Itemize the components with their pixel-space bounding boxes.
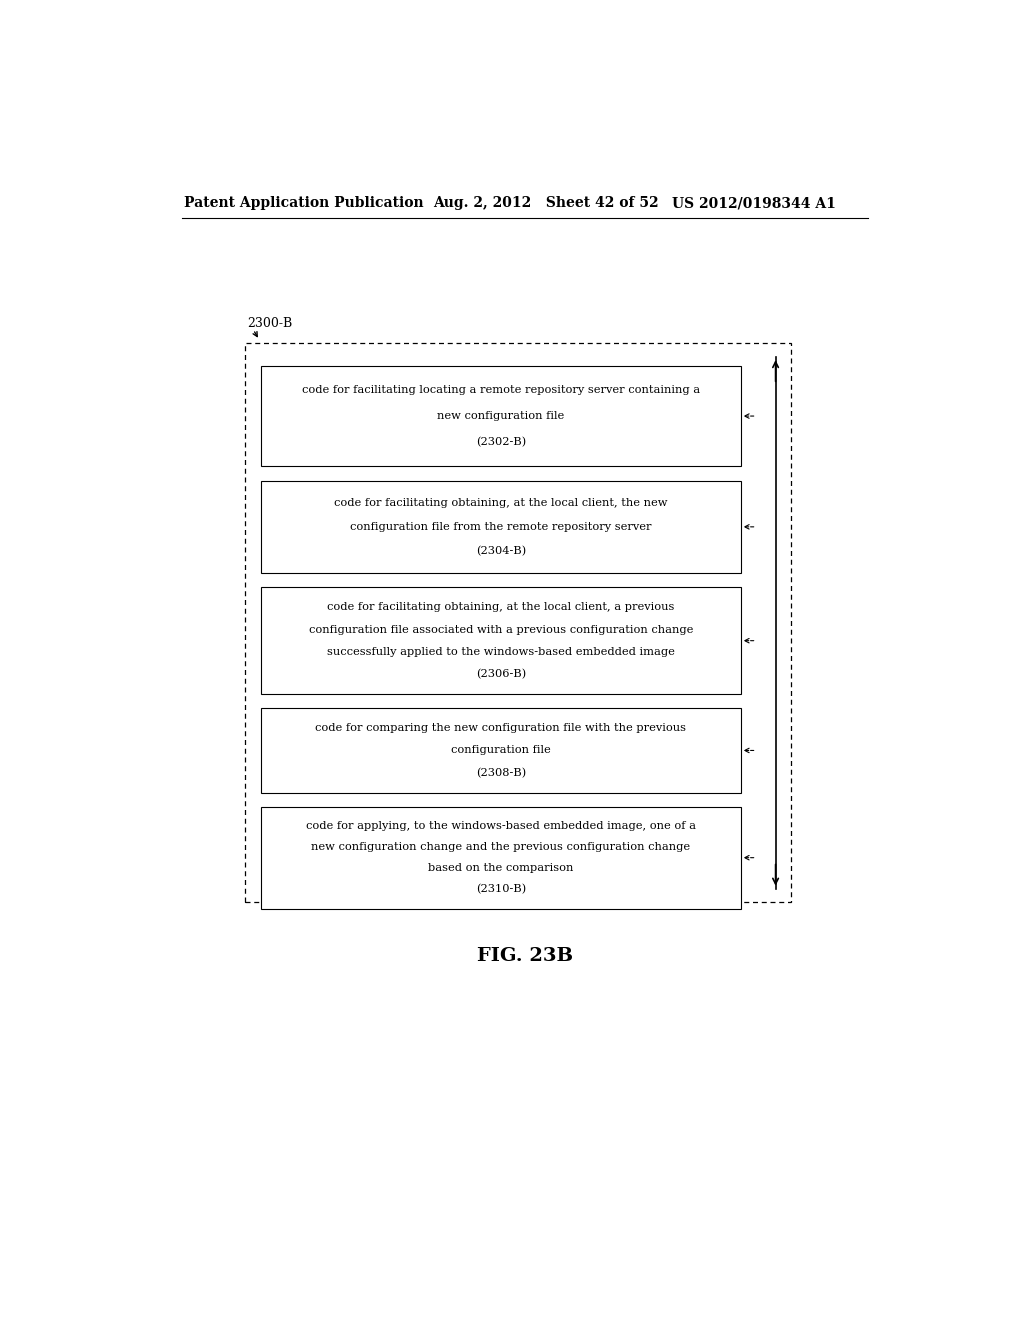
Text: 2300-B: 2300-B: [247, 317, 292, 330]
Text: code for comparing the new configuration file with the previous: code for comparing the new configuration…: [315, 723, 686, 733]
Text: configuration file from the remote repository server: configuration file from the remote repos…: [350, 521, 651, 532]
Text: successfully applied to the windows-based embedded image: successfully applied to the windows-base…: [327, 647, 675, 657]
Text: (2304-B): (2304-B): [476, 546, 526, 556]
Text: (2306-B): (2306-B): [476, 669, 526, 680]
FancyBboxPatch shape: [261, 807, 740, 908]
Text: code for facilitating locating a remote repository server containing a: code for facilitating locating a remote …: [302, 384, 700, 395]
FancyBboxPatch shape: [246, 343, 792, 903]
Text: Aug. 2, 2012   Sheet 42 of 52: Aug. 2, 2012 Sheet 42 of 52: [433, 197, 659, 210]
Text: code for facilitating obtaining, at the local client, a previous: code for facilitating obtaining, at the …: [328, 602, 675, 612]
FancyBboxPatch shape: [261, 366, 740, 466]
Text: (2302-B): (2302-B): [476, 437, 526, 447]
Text: FIG. 23B: FIG. 23B: [477, 948, 572, 965]
Text: code for facilitating obtaining, at the local client, the new: code for facilitating obtaining, at the …: [334, 498, 668, 507]
FancyBboxPatch shape: [261, 709, 740, 792]
Text: US 2012/0198344 A1: US 2012/0198344 A1: [672, 197, 836, 210]
Text: based on the comparison: based on the comparison: [428, 863, 573, 874]
Text: (2308-B): (2308-B): [476, 767, 526, 777]
Text: Patent Application Publication: Patent Application Publication: [183, 197, 424, 210]
FancyBboxPatch shape: [261, 480, 740, 573]
Text: configuration file: configuration file: [452, 746, 551, 755]
Text: new configuration file: new configuration file: [437, 411, 564, 421]
FancyBboxPatch shape: [261, 587, 740, 694]
Text: (2310-B): (2310-B): [476, 884, 526, 895]
Text: configuration file associated with a previous configuration change: configuration file associated with a pre…: [309, 624, 693, 635]
Text: code for applying, to the windows-based embedded image, one of a: code for applying, to the windows-based …: [306, 821, 696, 830]
Text: new configuration change and the previous configuration change: new configuration change and the previou…: [311, 842, 690, 853]
